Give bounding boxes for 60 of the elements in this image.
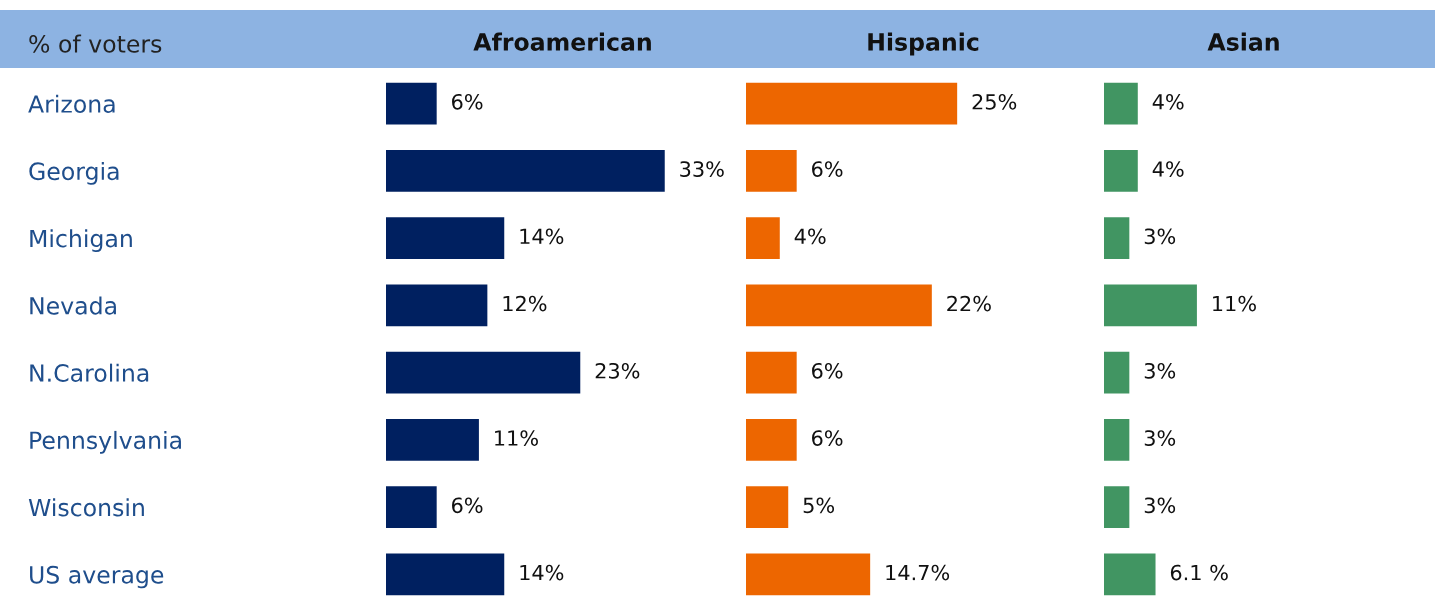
bar — [386, 284, 488, 327]
data-label: 6% — [812, 161, 843, 177]
y-tick-label: US average — [30, 565, 164, 589]
data-label: 33% — [680, 161, 724, 177]
y-tick-label: Wisconsin — [28, 498, 144, 517]
chart-title: Hispanic — [868, 32, 979, 56]
y-tick-label: Arizona — [28, 94, 115, 113]
data-label: 14% — [520, 228, 564, 245]
bar — [746, 553, 871, 596]
bar — [386, 217, 505, 259]
data-label: 12% — [503, 295, 547, 312]
data-label: 11% — [1213, 295, 1256, 312]
text: % of voters — [29, 34, 162, 53]
data-label: 3% — [1144, 228, 1176, 245]
data-label: 4% — [1152, 161, 1184, 177]
bar — [386, 82, 437, 125]
bar — [386, 486, 437, 528]
data-label: 6% — [452, 497, 483, 514]
data-label: 6% — [812, 430, 843, 446]
data-label: 23% — [595, 362, 640, 379]
chart-title: Afroamerican — [473, 32, 651, 51]
data-label: 4% — [1152, 93, 1184, 110]
bar — [1104, 351, 1130, 394]
bar — [386, 351, 581, 394]
data-label: 6.1 % — [1170, 564, 1228, 581]
data-label: 6% — [812, 362, 843, 379]
data-label: 4% — [794, 228, 826, 245]
bar — [1104, 419, 1130, 461]
bar — [1104, 82, 1138, 125]
data-label: 11% — [495, 430, 538, 446]
data-label: 14% — [520, 564, 564, 581]
y-tick-label: N.Carolina — [30, 363, 149, 382]
data-label: 6% — [452, 93, 483, 110]
bar — [746, 217, 780, 259]
bar — [746, 82, 958, 125]
bar — [386, 150, 665, 192]
bar — [746, 419, 797, 461]
y-tick-label: Michigan — [30, 229, 132, 253]
y-tick-label: Nevada — [30, 296, 116, 315]
bar — [1104, 486, 1130, 528]
bar — [1104, 217, 1130, 259]
bar — [1104, 553, 1156, 596]
data-label: 3% — [1144, 430, 1176, 446]
data-label: 5% — [803, 497, 835, 514]
bar — [386, 419, 479, 461]
bar — [386, 553, 505, 596]
bar — [746, 150, 797, 192]
data-label: 3% — [1144, 362, 1176, 379]
bar — [746, 284, 932, 327]
chart-title: Asian — [1207, 32, 1279, 51]
bar — [1104, 284, 1197, 327]
data-label: 25% — [972, 93, 1017, 110]
data-label: 22% — [947, 295, 991, 312]
bar — [746, 486, 789, 528]
bar — [746, 351, 797, 394]
data-label: 14.7% — [886, 564, 950, 581]
data-label: 3% — [1144, 497, 1176, 514]
y-tick-label: Georgia — [29, 161, 119, 185]
bar — [1104, 150, 1138, 192]
y-tick-label: Pennsylvania — [30, 430, 181, 454]
